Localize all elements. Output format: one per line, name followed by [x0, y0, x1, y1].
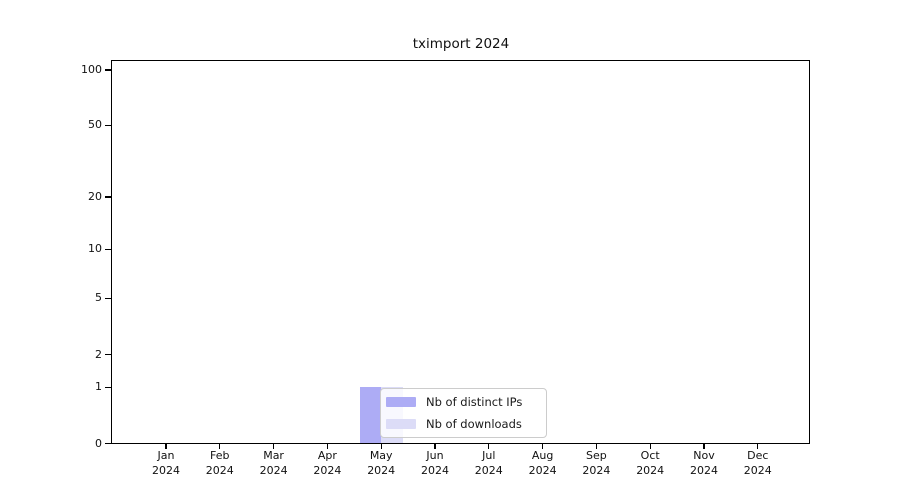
x-tick-mark [649, 443, 651, 449]
legend: Nb of distinct IPs Nb of downloads [380, 388, 547, 438]
x-tick-mark [219, 443, 221, 449]
y-tick-label: 2 [95, 347, 102, 361]
y-tick-mark [105, 353, 111, 356]
legend-entry-downloads: Nb of downloads [386, 417, 538, 431]
x-tick-mark [541, 443, 544, 449]
x-tick-label: Dec 2024 [743, 449, 772, 477]
x-tick-label: Sep 2024 [582, 449, 611, 477]
x-tick-mark [165, 443, 167, 449]
x-tick-mark [380, 443, 382, 449]
x-tick-mark [595, 443, 598, 449]
x-tick-label: Mar 2024 [259, 449, 288, 477]
x-tick-mark [326, 443, 329, 449]
x-tick-mark [272, 443, 275, 449]
x-tick-label: Jan 2024 [152, 449, 180, 477]
chart-title: tximport 2024 [412, 36, 510, 52]
y-tick-mark [105, 442, 111, 445]
legend-swatch-downloads [386, 418, 416, 430]
legend-label-distinct-ips: Nb of distinct IPs [426, 395, 523, 409]
x-tick-label: Feb 2024 [205, 449, 234, 477]
y-tick-mark [105, 69, 111, 71]
plot-area [111, 60, 810, 444]
x-tick-mark [434, 443, 436, 449]
legend-entry-distinct-ips: Nb of distinct IPs [386, 395, 538, 409]
x-tick-label: Nov 2024 [690, 449, 718, 477]
x-tick-label: Jun 2024 [421, 449, 449, 477]
y-tick-mark [105, 386, 111, 389]
y-tick-mark [105, 248, 111, 251]
x-tick-label: Jul 2024 [474, 449, 503, 477]
y-tick-label: 1 [95, 380, 102, 394]
x-tick-mark [488, 443, 490, 449]
x-tick-label: Apr 2024 [313, 449, 342, 477]
x-tick-mark [757, 443, 759, 449]
legend-label-downloads: Nb of downloads [426, 417, 522, 431]
y-tick-mark [105, 196, 111, 198]
bar-distinct-ips-may-2024 [359, 387, 382, 444]
x-tick-label: Aug 2024 [528, 449, 557, 477]
legend-swatch-distinct-ips [386, 396, 416, 408]
y-tick-label: 5 [95, 291, 102, 305]
x-tick-label: Oct 2024 [636, 449, 665, 477]
x-tick-label: May 2024 [367, 449, 396, 477]
x-tick-mark [703, 443, 705, 449]
y-tick-mark [105, 297, 111, 300]
y-tick-label: 50 [88, 118, 102, 132]
y-tick-label: 100 [81, 63, 102, 76]
y-tick-label: 0 [95, 436, 102, 450]
y-tick-mark [105, 124, 111, 126]
y-tick-label: 10 [88, 242, 102, 256]
y-tick-label: 20 [88, 190, 102, 204]
